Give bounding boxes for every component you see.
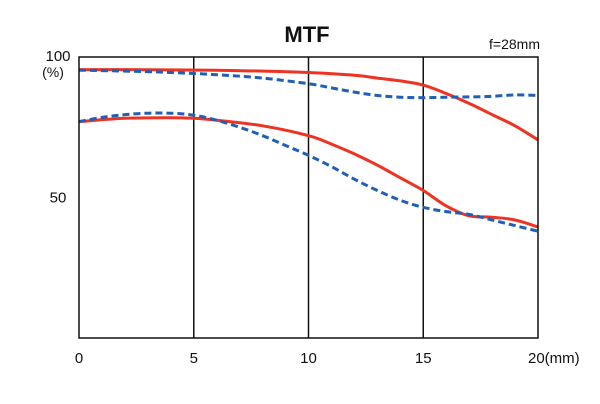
solid-series-line-0 <box>79 68 539 142</box>
series-layer <box>78 68 539 233</box>
x-tick-labels: 0 5 10 15 20(mm) <box>75 350 580 367</box>
y-tick-labels: 50 <box>50 190 67 207</box>
plot-frame <box>78 56 539 339</box>
x-tick-label: 20(mm) <box>528 350 580 367</box>
y-tick-label: 50 <box>50 190 67 207</box>
x-tick-label: 0 <box>75 350 83 367</box>
vertical-gridlines <box>193 57 424 338</box>
x-tick-label: 15 <box>415 350 432 367</box>
x-tick-label: 5 <box>190 350 198 367</box>
dashed-series-line-3 <box>78 111 539 233</box>
y-axis-unit-label: (%) <box>42 64 64 80</box>
x-tick-label: 10 <box>300 350 317 367</box>
chart-title: MTF <box>284 22 329 47</box>
focal-length-annotation: f=28mm <box>489 36 540 52</box>
y-axis-top-label: 100 <box>45 48 70 65</box>
dashed-series-line-1 <box>78 68 539 100</box>
solid-series-line-2 <box>78 116 539 229</box>
